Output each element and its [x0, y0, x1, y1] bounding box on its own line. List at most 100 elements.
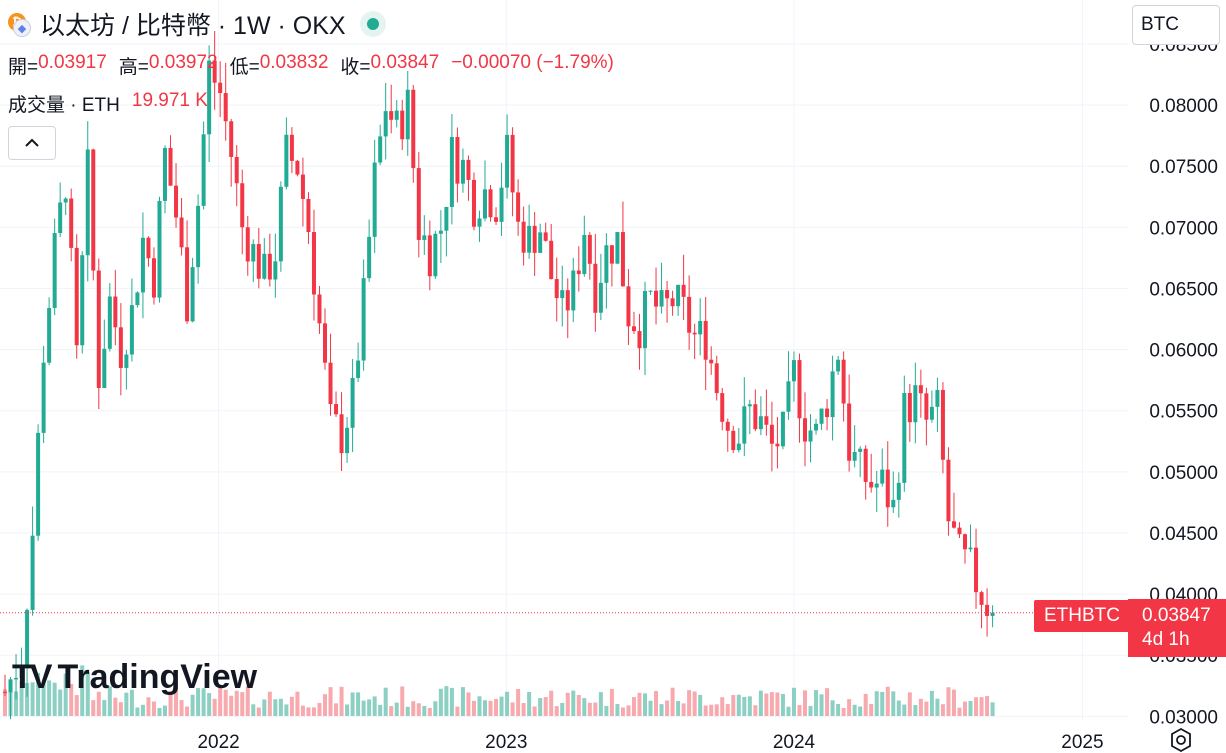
candle-body — [174, 185, 179, 218]
volume-bar — [14, 691, 19, 716]
volume-bar — [841, 707, 846, 716]
currency-selector[interactable]: BTC — [1132, 5, 1220, 45]
volume-bar — [47, 680, 52, 716]
candle-body — [847, 403, 852, 461]
volume-bar — [207, 693, 212, 716]
candle-body — [334, 404, 339, 415]
candle-body — [830, 371, 835, 418]
volume-bar — [372, 696, 377, 716]
volume-bar — [847, 699, 852, 716]
volume-bar — [665, 700, 670, 716]
candle-body — [383, 111, 388, 137]
volume-bar — [400, 686, 405, 716]
volume-bar — [803, 690, 807, 716]
price-tick-label: 0.07500 — [1149, 157, 1218, 178]
candle-body — [565, 290, 570, 311]
candle-body — [460, 159, 465, 184]
candle-body — [223, 93, 228, 122]
candle-body — [631, 326, 636, 332]
volume-bar — [521, 703, 526, 716]
market-status-icon[interactable] — [359, 11, 386, 37]
volume-bar — [543, 697, 548, 716]
volume-bar — [709, 704, 714, 716]
volume-bar — [620, 707, 625, 716]
candle-body — [311, 232, 316, 295]
volume-bar — [935, 698, 940, 716]
chevron-up-icon — [25, 138, 39, 147]
candle-body — [41, 362, 46, 433]
candle-body — [940, 389, 945, 460]
candle-body — [129, 305, 134, 355]
candle-body — [323, 323, 327, 363]
candle-body — [913, 385, 918, 423]
volume-bar — [957, 707, 962, 716]
volume-bar — [300, 705, 305, 716]
bar-countdown: 4d 1h — [1142, 629, 1190, 650]
candle-body — [736, 443, 741, 451]
volume-bar — [951, 689, 956, 716]
candle-body — [527, 225, 532, 253]
candle-body — [58, 202, 63, 234]
volume-bar — [411, 701, 416, 716]
volume-bar — [576, 695, 581, 716]
candle-body — [416, 168, 421, 240]
candle-body — [819, 408, 824, 424]
candle-body — [571, 270, 576, 311]
high-value: 0.03972 — [148, 52, 218, 73]
volume-bar — [444, 686, 449, 716]
candle-body — [543, 232, 548, 241]
candle-body — [179, 217, 184, 248]
collapse-legend-button[interactable] — [8, 126, 56, 160]
candle-body — [212, 60, 217, 83]
volume-bar — [753, 705, 758, 716]
last-price-tag: 0.03847 4d 1h — [1128, 599, 1226, 657]
volume-bar — [780, 693, 785, 716]
volume-bar — [974, 697, 979, 716]
candle-body — [681, 284, 686, 297]
volume-bar — [654, 691, 659, 716]
volume-bar — [554, 706, 559, 716]
candle-body — [593, 263, 598, 313]
candle-body — [449, 136, 454, 207]
volume-bar — [924, 701, 929, 716]
candle-body — [957, 527, 962, 535]
candle-body — [367, 236, 372, 279]
candle-body — [427, 235, 432, 277]
ethereum-icon: ◆ — [13, 19, 31, 37]
time-tick-label: 2022 — [197, 732, 239, 752]
volume-bar — [91, 700, 96, 716]
volume-bar — [356, 692, 361, 716]
candle-body — [190, 267, 195, 322]
candle-body — [637, 331, 642, 349]
open-value: 0.03917 — [38, 52, 107, 73]
volume-bar — [433, 701, 438, 716]
volume-bar — [852, 704, 857, 716]
candle-body — [725, 421, 730, 431]
candle-body — [30, 535, 35, 610]
candle-body — [885, 469, 890, 508]
gear-icon[interactable] — [1168, 727, 1194, 753]
volume-bar — [196, 688, 201, 716]
candle-body — [229, 121, 234, 157]
candle-body — [582, 234, 587, 275]
candle-body — [488, 189, 493, 218]
candle-body — [554, 279, 559, 299]
volume-bar — [438, 688, 443, 716]
chart-grid — [0, 0, 1128, 720]
candle-body — [74, 247, 79, 346]
volume-bar — [449, 687, 454, 716]
tradingview-logo[interactable]: TV TradingView — [12, 658, 257, 697]
candle-body — [317, 294, 322, 324]
symbol-title[interactable]: 以太坊 / 比特幣 · 1W · OKX — [40, 12, 346, 40]
candle-body — [609, 245, 614, 264]
candle-body — [764, 416, 769, 425]
volume-bar — [483, 700, 487, 716]
candle-body — [538, 232, 543, 253]
candle-body — [880, 469, 885, 484]
candle-body — [471, 179, 476, 227]
volume-bar — [505, 691, 510, 716]
candle-body — [218, 82, 223, 94]
volume-bar — [499, 696, 504, 716]
candle-body — [80, 255, 85, 346]
